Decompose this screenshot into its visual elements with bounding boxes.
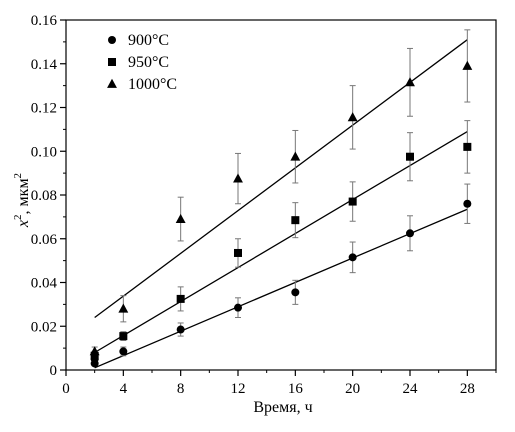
triangle-point (175, 213, 186, 223)
legend: 900°C 950°C 1000°C (107, 32, 177, 93)
x-tick-label: 8 (177, 381, 185, 397)
circle-point (176, 325, 185, 334)
y-axis-label-unit-sup: 2 (12, 173, 24, 179)
square-point (348, 197, 357, 206)
circle-point (406, 229, 414, 238)
y-tick-label: 0.14 (31, 57, 58, 73)
fit-line-series-0 (94, 208, 468, 369)
y-axis-label-main: x (15, 220, 32, 228)
triangle-point (405, 77, 415, 87)
square-point (119, 332, 128, 341)
circle-point (234, 303, 242, 312)
triangle-point (233, 173, 243, 183)
plot-frame (65, 19, 497, 371)
x-tick-label: 0 (62, 381, 70, 397)
circle-point (291, 288, 300, 297)
y-tick-label: 0.04 (31, 276, 58, 292)
y-tick-label: 0.10 (31, 144, 57, 160)
circle-point (463, 199, 472, 208)
x-tick-label: 20 (345, 381, 360, 397)
y-axis-label: x2, мкм2 (12, 173, 32, 228)
x-tick-label: 24 (403, 381, 419, 397)
y-tick-label: 0.08 (31, 188, 57, 204)
square-point (463, 142, 472, 151)
circle-point (348, 253, 357, 262)
triangle-point (290, 151, 301, 161)
square-point (90, 351, 99, 360)
y-tick-label: 0.02 (31, 319, 57, 335)
x-tick-label: 16 (288, 381, 304, 397)
x-axis-label: Время, ч (253, 399, 312, 416)
y-tick-label: 0 (50, 363, 58, 379)
triangle-point (89, 346, 100, 356)
triangle-point (347, 112, 358, 122)
y-tick-label: 0.16 (31, 13, 58, 29)
x-tick-label: 28 (460, 381, 475, 397)
legend-label: 1000°C (128, 76, 177, 93)
triangle-point (118, 303, 129, 313)
legend-marker-square (108, 58, 116, 66)
x-tick-label: 4 (120, 381, 128, 397)
legend-label: 900°C (128, 32, 169, 49)
y-axis-label-sup: 2 (12, 214, 24, 220)
square-point (176, 294, 185, 303)
square-point (406, 152, 414, 161)
square-point (234, 248, 242, 257)
plot-area: 0 4 8 12 16 20 24 28 0 0.02 0.04 0.06 0.08 0.10 0.12 0.… (31, 13, 497, 397)
y-tick-label: 0.12 (31, 101, 57, 117)
data-markers (89, 60, 473, 368)
legend-label: 950°C (128, 54, 169, 71)
y-axis-label-unit: , мкм (15, 178, 32, 214)
x-tick-label: 12 (231, 381, 246, 397)
square-point (291, 216, 300, 225)
legend-marker-circle (108, 36, 116, 44)
fit-line-series-1 (94, 131, 468, 354)
legend-marker-triangle (107, 78, 117, 88)
circle-point (119, 347, 128, 356)
y-tick-label: 0.06 (31, 232, 58, 248)
triangle-point (462, 60, 473, 70)
